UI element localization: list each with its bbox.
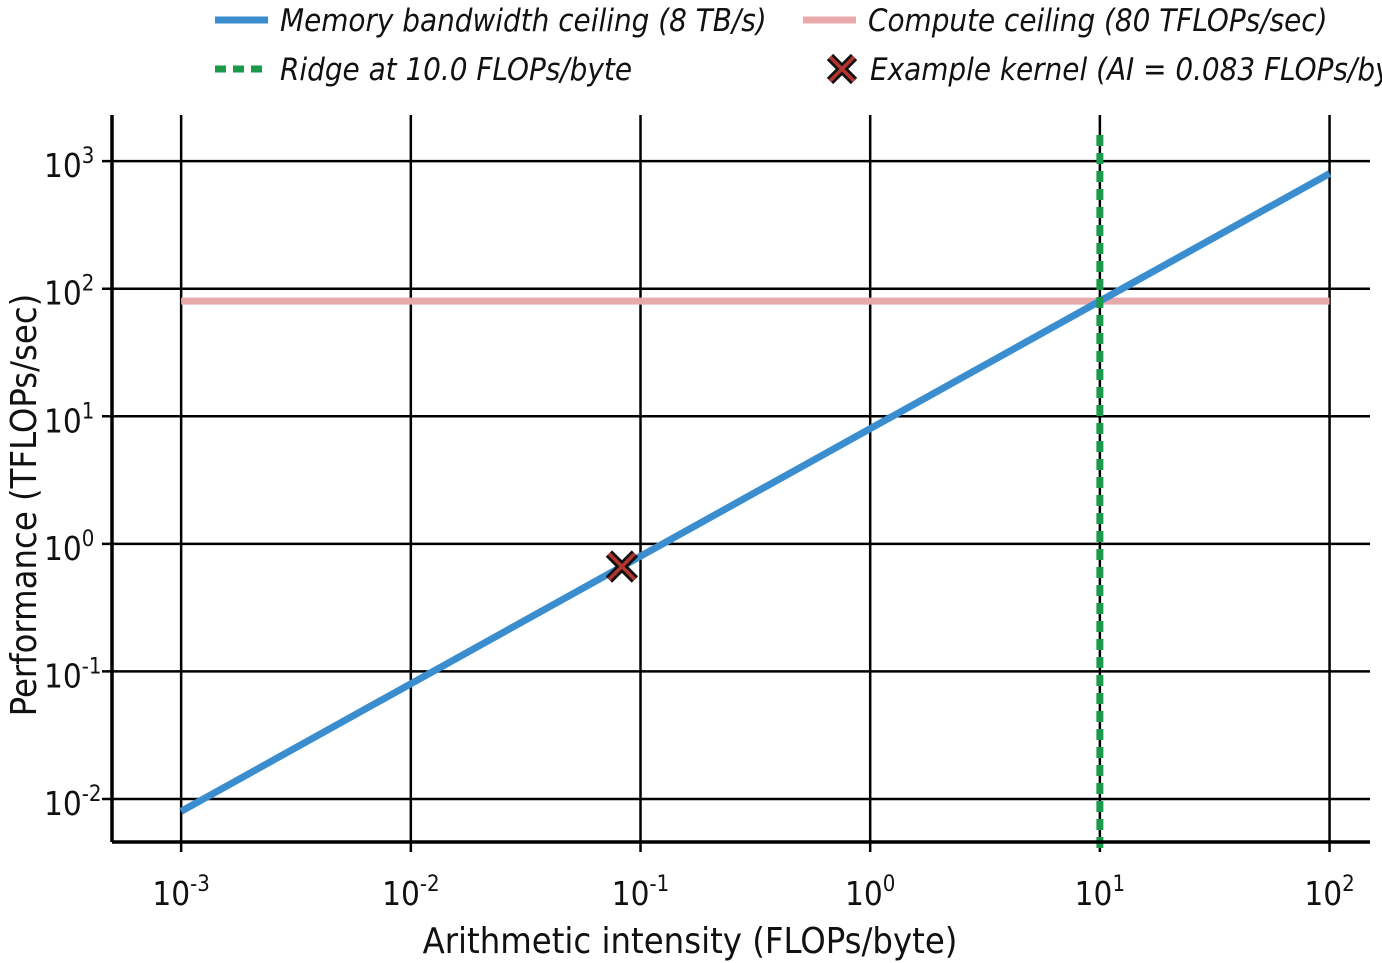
legend-swatch-example-kernel — [826, 53, 858, 85]
legend-marker-x — [826, 53, 858, 85]
example-kernel-marker — [605, 550, 639, 583]
memory-bandwidth-ceiling-line — [179, 170, 1332, 815]
marker-fill — [607, 552, 637, 581]
x-tick-label: 102 — [1304, 872, 1354, 913]
y-tick-label: 103 — [44, 144, 94, 185]
y-tick-label: 102 — [44, 272, 94, 313]
x-axis-label: Arithmetic intensity (FLOPs/byte) — [423, 921, 958, 962]
y-axis-label: Performance (TFLOPs/sec) — [4, 294, 45, 717]
x-tick-label: 101 — [1075, 872, 1125, 913]
y-tick-label: 10-1 — [44, 654, 102, 695]
x-tick-label: 10-3 — [152, 872, 210, 913]
legend-label-example-kernel: Example kernel (AI = 0.083 FLOPs/byte) — [870, 52, 1382, 88]
series-layer — [179, 135, 1332, 850]
y-tick-label: 101 — [44, 399, 94, 440]
marker-fill — [828, 55, 856, 83]
legend-label-compute-ceiling: Compute ceiling (80 TFLOPs/sec) — [868, 3, 1328, 39]
y-tick-label: 100 — [44, 527, 94, 568]
legend: Memory bandwidth ceiling (8 TB/s) Comput… — [215, 3, 1382, 88]
grid — [102, 115, 1370, 852]
legend-label-ridge: Ridge at 10.0 FLOPs/byte — [280, 52, 632, 88]
x-tick-label: 100 — [845, 872, 895, 913]
legend-label-memory-bandwidth: Memory bandwidth ceiling (8 TB/s) — [280, 3, 767, 39]
axes — [110, 115, 1370, 844]
x-tick-label: 10-1 — [612, 872, 670, 913]
y-tick-label: 10-2 — [44, 782, 102, 823]
x-tick-label: 10-2 — [382, 872, 440, 913]
tick-labels: 10-3 10-2 10-1 100 101 102 10-2 10-1 100 101 102 10… — [44, 144, 1355, 913]
